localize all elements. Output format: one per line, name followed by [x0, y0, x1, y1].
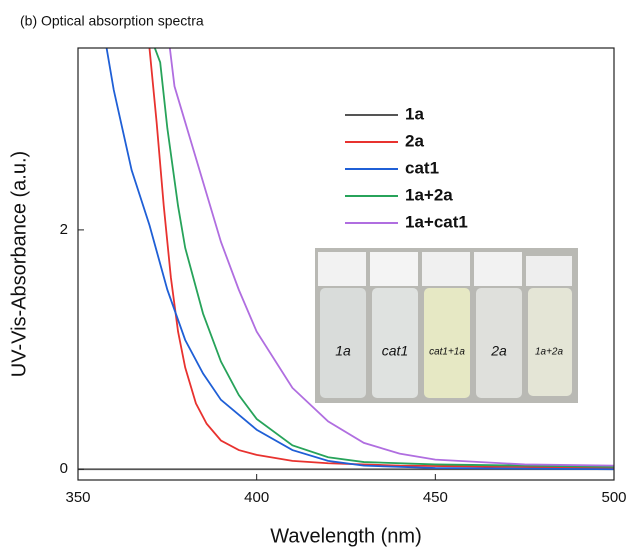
photo-label: 1a+2a — [535, 347, 564, 358]
photo-label: cat1+1a — [429, 347, 465, 358]
legend-label: 2a — [405, 131, 424, 150]
plot-frame — [77, 47, 615, 481]
y-tick-label: 2 — [60, 221, 68, 238]
legend-label: 1a — [405, 104, 424, 123]
x-tick-label: 500 — [601, 489, 626, 506]
x-tick-label: 400 — [244, 489, 269, 506]
legend-label: 1a+cat1 — [405, 212, 468, 231]
photo-label: cat1 — [382, 343, 408, 359]
y-tick-label: 0 — [60, 460, 68, 477]
x-tick-label: 350 — [65, 489, 90, 506]
plot-lines — [78, 48, 614, 471]
x-tick-label: 450 — [423, 489, 448, 506]
series-line — [148, 48, 614, 469]
series-line — [105, 48, 614, 471]
series-line — [153, 48, 614, 468]
y-axis-label: UV-Vis-Absorbance (a.u.) — [8, 151, 30, 377]
x-axis-label: Wavelength (nm) — [270, 525, 422, 547]
legend-label: 1a+2a — [405, 185, 453, 204]
chart-title: (b) Optical absorption spectra — [20, 13, 204, 29]
inset-photo — [315, 248, 578, 403]
photo-label: 2a — [490, 343, 507, 359]
photo-label: 1a — [335, 343, 351, 359]
legend-label: cat1 — [405, 158, 439, 177]
series-line — [168, 48, 614, 467]
